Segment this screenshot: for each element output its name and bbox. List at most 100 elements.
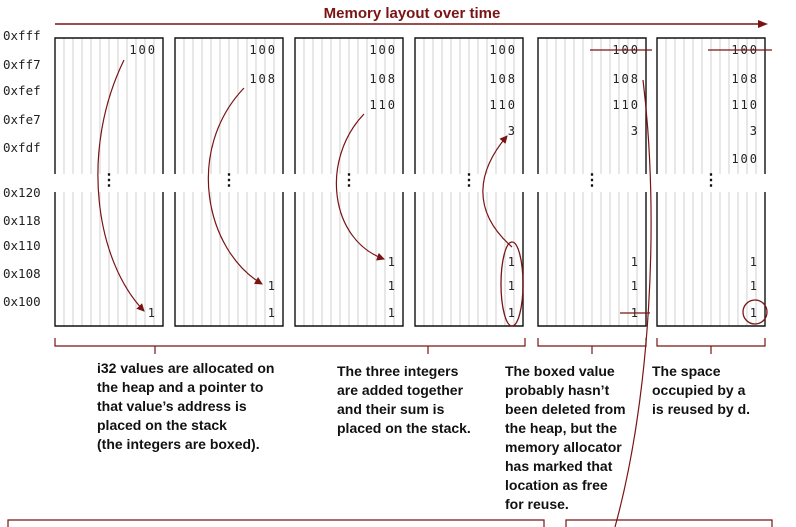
heap-region-border (656, 192, 766, 327)
caption-line: location as free (505, 477, 608, 493)
caption-line: for reuse. (505, 496, 569, 512)
caption-line: is reused by d. (652, 401, 750, 417)
stack-value: 3 (508, 124, 517, 138)
heap-value: 1 (508, 255, 517, 269)
stack-region-border (414, 37, 524, 174)
stack-address-label: 0xfff (3, 28, 41, 43)
long-pointer-line (614, 79, 652, 527)
heap-address-label: 0x108 (3, 266, 41, 281)
bracket-frames-1-4 (54, 338, 526, 347)
caption-boxed: i32 values are allocated on the heap and … (97, 360, 274, 452)
pointer-arrow-frame1 (97, 59, 145, 312)
caption-line: The boxed value (505, 363, 615, 379)
highlight-reused-slot-frame6 (742, 299, 768, 325)
caption-line: placed on the stack (97, 417, 227, 433)
stack-value: 100 (129, 43, 157, 57)
frame-grid (303, 38, 395, 326)
stack-value: 100 (369, 43, 397, 57)
heap-value: 1 (508, 279, 517, 293)
caption-freed: The boxed value probably hasn’t been delet… (505, 363, 626, 512)
heap-region-border (54, 192, 164, 327)
pointer-arrow-frame2 (207, 87, 263, 285)
caption-line: that value’s address is (97, 398, 247, 414)
stack-value: 108 (489, 72, 517, 86)
pointer-arrows (97, 59, 652, 527)
highlight-heap-values-frame4 (500, 241, 524, 327)
stack-value: 3 (750, 124, 759, 138)
caption-line: The three integers (337, 363, 459, 379)
bottom-bracket-left (7, 519, 545, 527)
gap-ellipsis: ⋮ (584, 172, 600, 189)
heap-value: 1 (750, 255, 759, 269)
caption-line: has marked that (505, 458, 613, 474)
heap-value: 1 (750, 306, 759, 320)
gap-ellipsis: ⋮ (101, 172, 117, 189)
stack-address-label: 0xfdf (3, 140, 41, 155)
stack-value: 108 (731, 72, 759, 86)
heap-value: 1 (631, 279, 640, 293)
stack-value: 100 (249, 43, 277, 57)
memory-frame-4: ⋮ 100 108 110 3 1 1 1 (414, 37, 524, 327)
caption-line: been deleted from (505, 401, 626, 417)
stack-region-border (54, 37, 164, 174)
caption-line: the heap and a pointer to (97, 379, 263, 395)
heap-value: 1 (388, 306, 397, 320)
gap-ellipsis: ⋮ (221, 172, 237, 189)
stack-region-border (174, 37, 284, 174)
heap-value: 1 (268, 279, 277, 293)
heap-value: 1 (388, 279, 397, 293)
heap-region-border (294, 192, 404, 327)
stack-value: 110 (489, 98, 517, 112)
caption-sum: The three integers are added together and … (337, 363, 471, 436)
stack-value: 110 (612, 98, 640, 112)
bracket-frame-6 (656, 338, 766, 347)
heap-address-label: 0x118 (3, 213, 41, 228)
memory-frame-3: ⋮ 100 108 110 1 1 1 (294, 37, 404, 327)
stack-value: 110 (731, 98, 759, 112)
stack-value: 110 (369, 98, 397, 112)
memory-frame-2: ⋮ 100 108 1 1 (174, 37, 284, 327)
frame-grid (183, 38, 275, 326)
heap-region-border (537, 192, 647, 327)
caption-reused: The space occupied by a is reused by d. (652, 363, 750, 417)
heap-value: 1 (750, 279, 759, 293)
heap-address-label: 0x110 (3, 238, 41, 253)
memory-frame-1: ⋮ 100 1 (54, 37, 164, 327)
stack-region-border (294, 37, 404, 174)
frame-grid (665, 38, 757, 326)
stack-address-label: 0xfef (3, 83, 41, 98)
caption-line: and their sum is (337, 401, 445, 417)
stack-value: 3 (631, 124, 640, 138)
heap-value: 1 (268, 306, 277, 320)
gap-ellipsis: ⋮ (341, 172, 357, 189)
stack-value: 108 (612, 72, 640, 86)
heap-region-border (414, 192, 524, 327)
heap-value: 1 (631, 255, 640, 269)
stack-value: 108 (369, 72, 397, 86)
sum-arrow-frame4 (482, 135, 513, 248)
heap-value: 1 (508, 306, 517, 320)
gap-ellipsis: ⋮ (703, 172, 719, 189)
bottom-bracket-right (565, 519, 773, 527)
caption-line: placed on the stack. (337, 420, 471, 436)
caption-line: (the integers are boxed). (97, 436, 260, 452)
diagram-title: Memory layout over time (324, 5, 501, 22)
caption-line: The space (652, 363, 721, 379)
caption-line: the heap, but the (505, 420, 617, 436)
caption-line: occupied by a (652, 382, 746, 398)
stack-value: 108 (249, 72, 277, 86)
timeline-arrow-head (758, 20, 768, 28)
heap-address-label: 0x100 (3, 294, 41, 309)
caption-line: memory allocator (505, 439, 622, 455)
heap-address-label: 0x120 (3, 185, 41, 200)
stack-value: 100 (489, 43, 517, 57)
caption-line: i32 values are allocated on (97, 360, 274, 376)
frame-grid (63, 38, 155, 326)
heap-value: 1 (148, 306, 157, 320)
bracket-frame-5 (537, 338, 647, 347)
stack-address-label: 0xfe7 (3, 112, 41, 127)
frame-grid (423, 38, 515, 326)
